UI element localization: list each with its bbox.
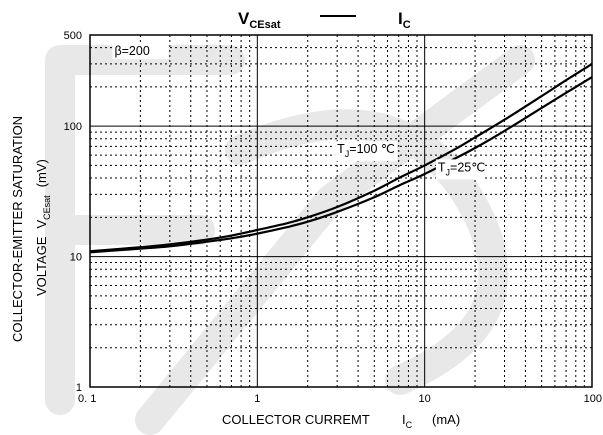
plot-frame: [89, 34, 593, 388]
y-tick-label: 500: [64, 30, 82, 42]
x-axis-label-text: COLLECTOR CURREMT: [222, 412, 370, 427]
series-line-tj100: [89, 62, 593, 253]
annotation-background: [335, 141, 398, 162]
y-axis-label: COLLECTOR-EMITTER SATURATION VOLTAGEVCEs…: [10, 116, 52, 342]
y-tick-label: 100: [64, 121, 82, 133]
x-tick-label: 10: [419, 393, 431, 405]
title-v: VCEsat: [238, 9, 281, 31]
annotation-background: [435, 159, 484, 180]
series-line-tj25: [89, 76, 593, 254]
x-axis-label-unit: (mA): [432, 412, 460, 427]
annotation-tj100: TJ=100 ℃: [337, 142, 395, 159]
x-axis-label: COLLECTOR CURREMT IC (mA): [222, 412, 460, 430]
y-axis-label-line1: COLLECTOR-EMITTER SATURATION: [10, 116, 25, 342]
annotation-beta: β=200: [114, 44, 149, 58]
y-axis-label-line2: VOLTAGEVCEsat(mV): [34, 159, 52, 296]
grid: [90, 35, 592, 387]
annotation-tj25: TJ=25℃: [438, 160, 485, 177]
x-tick-label: 0. 1: [78, 393, 96, 405]
x-tick-label: 1: [254, 393, 260, 405]
title-i: IC: [398, 9, 411, 31]
annotations: β=200 TJ=100 ℃ TJ=25℃: [112, 43, 485, 180]
annotation-background: [112, 43, 169, 60]
y-tick-label: 1: [76, 382, 82, 394]
series-layer: [89, 62, 593, 254]
x-tick-label: 100: [584, 393, 602, 405]
chart-title: VCEsat IC: [238, 9, 411, 31]
y-tick-label: 10: [70, 252, 82, 264]
x-axis-label-symbol: IC: [402, 412, 413, 430]
